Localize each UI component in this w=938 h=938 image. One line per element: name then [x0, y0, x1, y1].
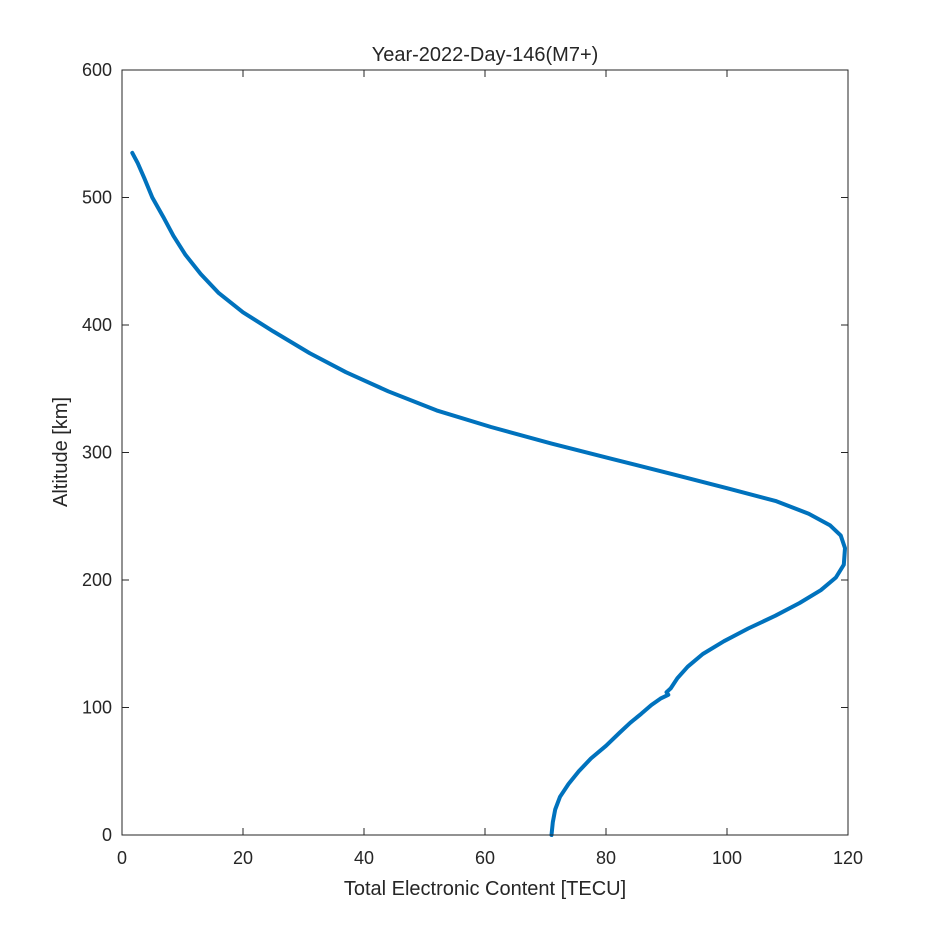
y-tick-label: 500 — [82, 188, 112, 208]
plot-frame — [121, 69, 849, 836]
x-tick-label: 60 — [475, 848, 495, 868]
y-tick-label: 0 — [102, 825, 112, 845]
y-tick-label: 400 — [82, 315, 112, 335]
y-tick-label: 100 — [82, 698, 112, 718]
plot-background — [122, 70, 848, 835]
tec-profile-line — [130, 150, 847, 837]
x-tick-label: 120 — [833, 848, 863, 868]
chart-title: Year-2022-Day-146(M7+) — [372, 44, 599, 66]
y-tick-label: 300 — [82, 443, 112, 463]
x-axis-label: Total Electronic Content [TECU] — [344, 878, 626, 900]
y-tick-label: 200 — [82, 570, 112, 590]
x-tick-label: 20 — [233, 848, 253, 868]
x-tick-label: 100 — [712, 848, 742, 868]
y-tick-label: 600 — [82, 60, 112, 80]
x-tick-label: 80 — [596, 848, 616, 868]
x-tick-label: 40 — [354, 848, 374, 868]
y-axis-label: Altitude [km] — [50, 397, 72, 507]
tick-labels: 0 20 40 60 80 100 120 0 100 200 300 400 500 600 — [82, 60, 863, 868]
x-tick-label: 0 — [117, 848, 127, 868]
